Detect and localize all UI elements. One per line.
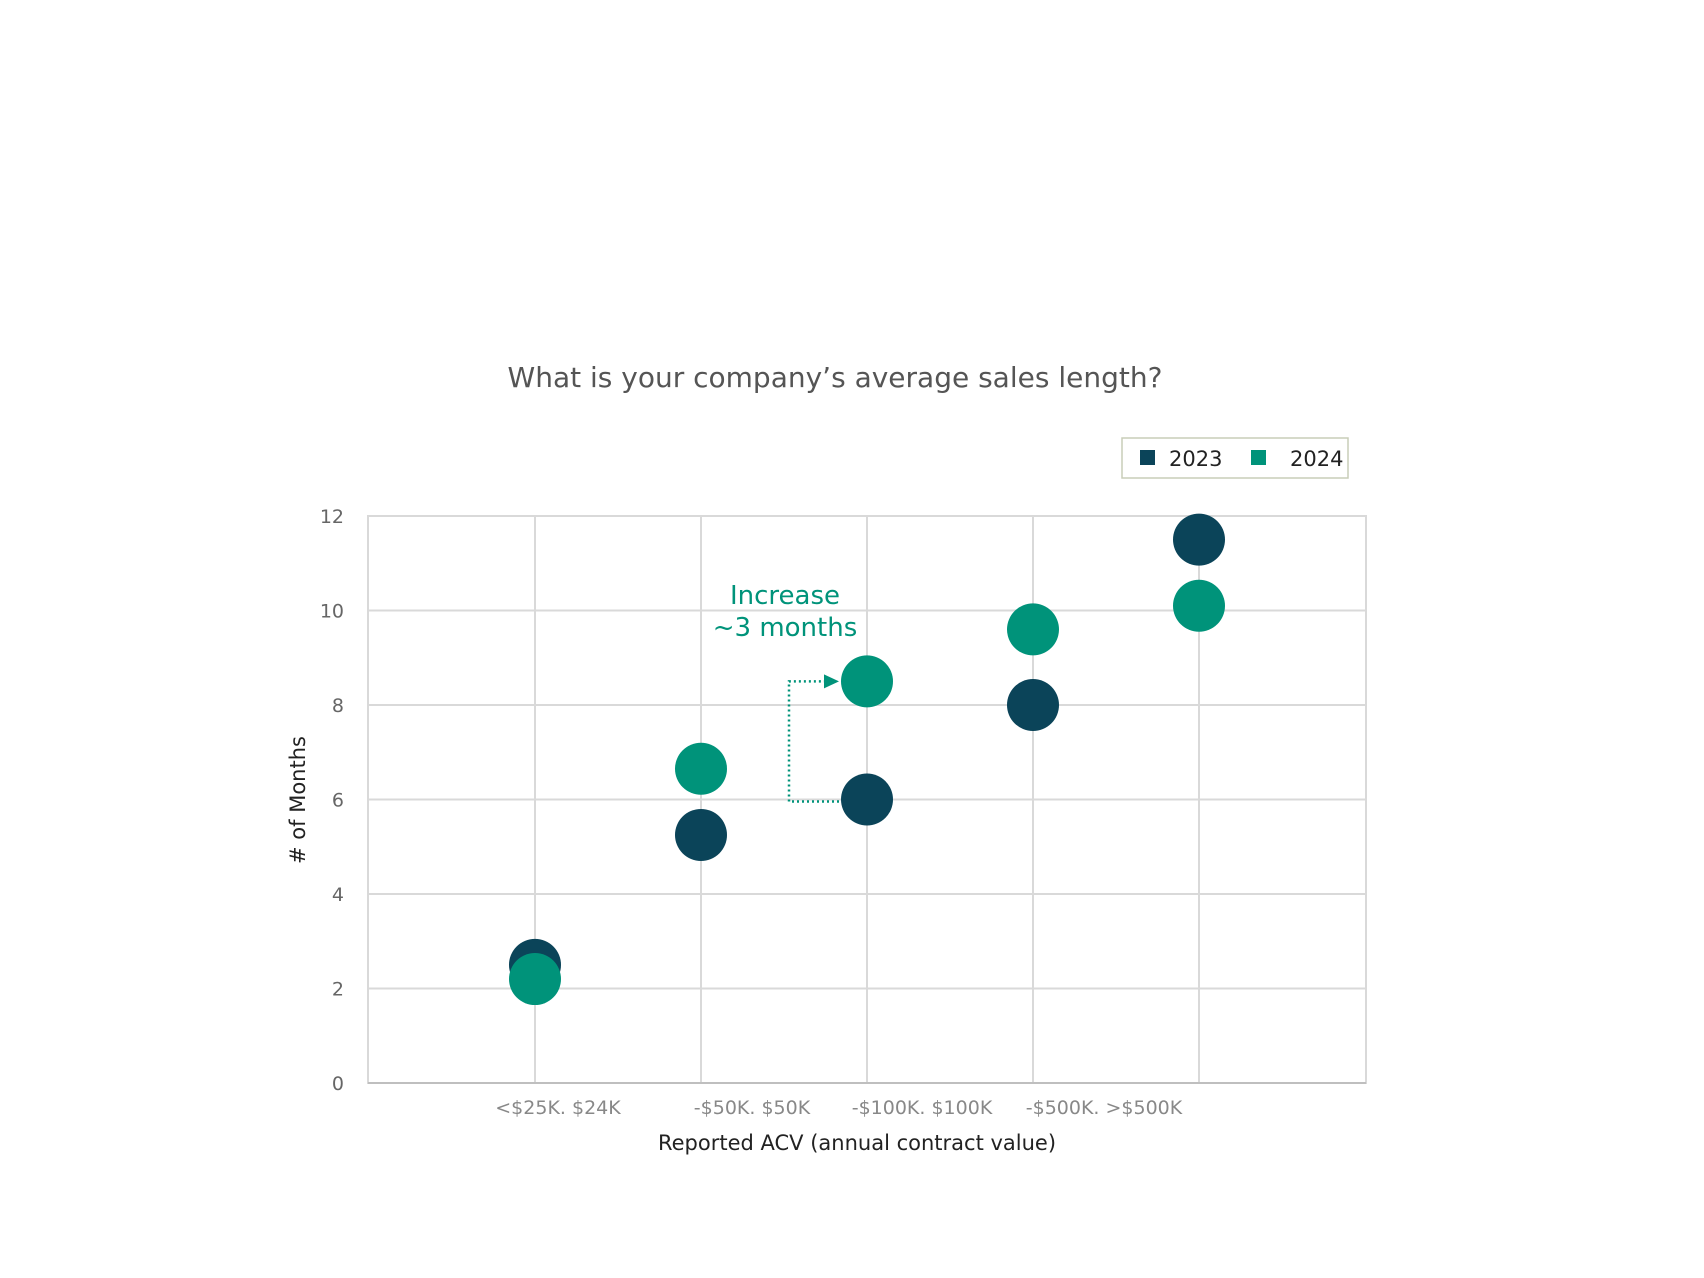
legend-swatch-2024 <box>1251 450 1266 465</box>
data-points <box>509 513 1225 1006</box>
y-axis-ticks: 0 2 4 6 8 10 12 <box>320 506 344 1095</box>
y-tick-label: 12 <box>320 506 344 528</box>
y-tick-label: 6 <box>332 790 344 812</box>
legend-box <box>1121 437 1349 479</box>
point-2023-2 <box>841 773 893 826</box>
x-tick-label: -$50K. $50K <box>694 1097 811 1119</box>
point-2024-0 <box>509 953 561 1006</box>
x-tick-label: <$25K. $24K <box>495 1097 621 1119</box>
point-2024-3 <box>1007 603 1059 656</box>
y-tick-label: 8 <box>332 695 344 717</box>
x-axis-label: Reported ACV (annual contract value) <box>658 1131 1056 1155</box>
legend-label-2023: 2023 <box>1169 447 1222 471</box>
point-2023-1 <box>675 808 727 861</box>
legend-swatch-2023 <box>1140 450 1155 465</box>
y-tick-label: 0 <box>332 1073 344 1095</box>
x-tick-label: -$500K. >$500K <box>1026 1097 1183 1119</box>
point-2023-4 <box>1173 513 1225 566</box>
y-axis-label: # of Months <box>286 736 310 864</box>
annotation-line-2: ~3 months <box>713 613 858 643</box>
x-axis-ticks: <$25K. $24K -$50K. $50K -$100K. $100K -$500… <box>495 1097 1183 1119</box>
y-tick-label: 4 <box>332 884 344 906</box>
legend: 2023 2024 <box>1121 437 1349 479</box>
point-2024-4 <box>1173 579 1225 632</box>
annotation-line-1: Increase <box>730 581 840 611</box>
point-2024-1 <box>675 742 727 795</box>
increase-annotation: Increase ~3 months <box>713 581 858 803</box>
point-2023-3 <box>1007 679 1059 731</box>
annotation-arrowhead <box>824 674 839 689</box>
point-2024-2 <box>841 655 893 708</box>
x-tick-label: -$100K. $100K <box>852 1097 993 1119</box>
legend-label-2024: 2024 <box>1290 447 1343 471</box>
y-tick-label: 2 <box>332 979 344 1001</box>
y-tick-label: 10 <box>320 601 344 623</box>
chart-title: What is your company’s average sales len… <box>508 361 1163 394</box>
annotation-arrow <box>787 680 839 803</box>
